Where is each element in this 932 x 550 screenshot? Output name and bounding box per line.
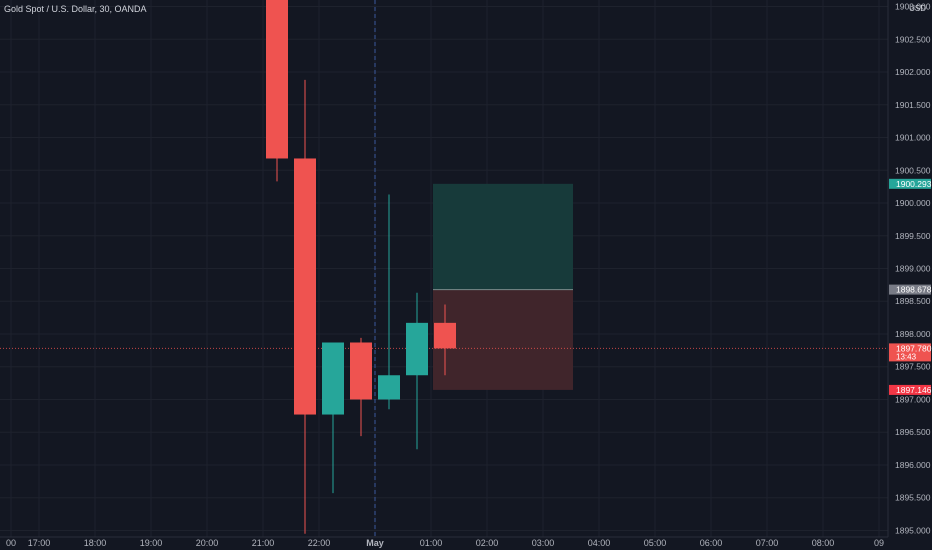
currency-label: USD [909, 4, 926, 13]
price-tick-label: 1897.000 [895, 394, 931, 404]
time-tick-label: 20:00 [196, 538, 219, 548]
time-tick-label: 19:00 [140, 538, 163, 548]
price-tick-label: 1896.500 [895, 427, 931, 437]
candle[interactable] [322, 342, 344, 415]
time-tick-label: 22:00 [308, 538, 331, 548]
price-label-box [889, 343, 931, 362]
candle[interactable] [378, 375, 400, 400]
time-tick-label: 04:00 [588, 538, 611, 548]
price-label-box [889, 384, 931, 395]
time-tick-label: May [366, 538, 384, 548]
chart-title: Gold Spot / U.S. Dollar, 30, OANDA [4, 4, 147, 14]
price-label: 1897.780 [896, 343, 932, 353]
price-tick-label: 1897.500 [895, 362, 931, 372]
price-tick-label: 1896.000 [895, 460, 931, 470]
time-tick-label: 06:00 [700, 538, 723, 548]
price-tick-label: 1902.500 [895, 34, 931, 44]
time-tick-label: 07:00 [756, 538, 779, 548]
time-tick-label: 18:00 [84, 538, 107, 548]
price-label-box [889, 178, 931, 189]
price-label-box [889, 284, 931, 295]
candle[interactable] [350, 342, 372, 400]
position-target-zone[interactable] [433, 183, 573, 290]
time-axis[interactable] [0, 537, 932, 550]
candle[interactable] [406, 322, 428, 376]
price-tick-label: 1902.000 [895, 67, 931, 77]
price-label: 1897.146 [896, 385, 932, 395]
price-tick-label: 1901.500 [895, 100, 931, 110]
price-tick-label: 1899.500 [895, 231, 931, 241]
price-label: 1900.293 [896, 179, 932, 189]
price-tick-label: 1899.000 [895, 264, 931, 274]
price-tick-label: 1903.000 [895, 2, 931, 12]
price-axis[interactable] [888, 0, 932, 550]
position-stop-zone[interactable] [433, 289, 573, 390]
time-tick-label: 09 [874, 538, 884, 548]
time-tick-label: 00 [6, 538, 16, 548]
time-tick-label: 17:00 [28, 538, 51, 548]
price-tick-label: 1900.500 [895, 165, 931, 175]
time-tick-label: 08:00 [812, 538, 835, 548]
price-tick-label: 1895.500 [895, 493, 931, 503]
price-tick-label: 1901.000 [895, 133, 931, 143]
time-tick-label: 03:00 [532, 538, 555, 548]
time-tick-label: 21:00 [252, 538, 275, 548]
price-tick-label: 1895.000 [895, 525, 931, 535]
time-tick-label: 02:00 [476, 538, 499, 548]
price-tick-label: 1900.000 [895, 198, 931, 208]
candle[interactable] [434, 322, 456, 349]
price-tick-label: 1898.000 [895, 329, 931, 339]
candle[interactable] [294, 158, 316, 415]
countdown-label: 13:43 [896, 352, 917, 361]
candle[interactable] [266, 0, 288, 159]
time-tick-label: 05:00 [644, 538, 667, 548]
time-tick-label: 01:00 [420, 538, 443, 548]
price-label: 1898.678 [896, 285, 932, 295]
price-tick-label: 1898.500 [895, 296, 931, 306]
